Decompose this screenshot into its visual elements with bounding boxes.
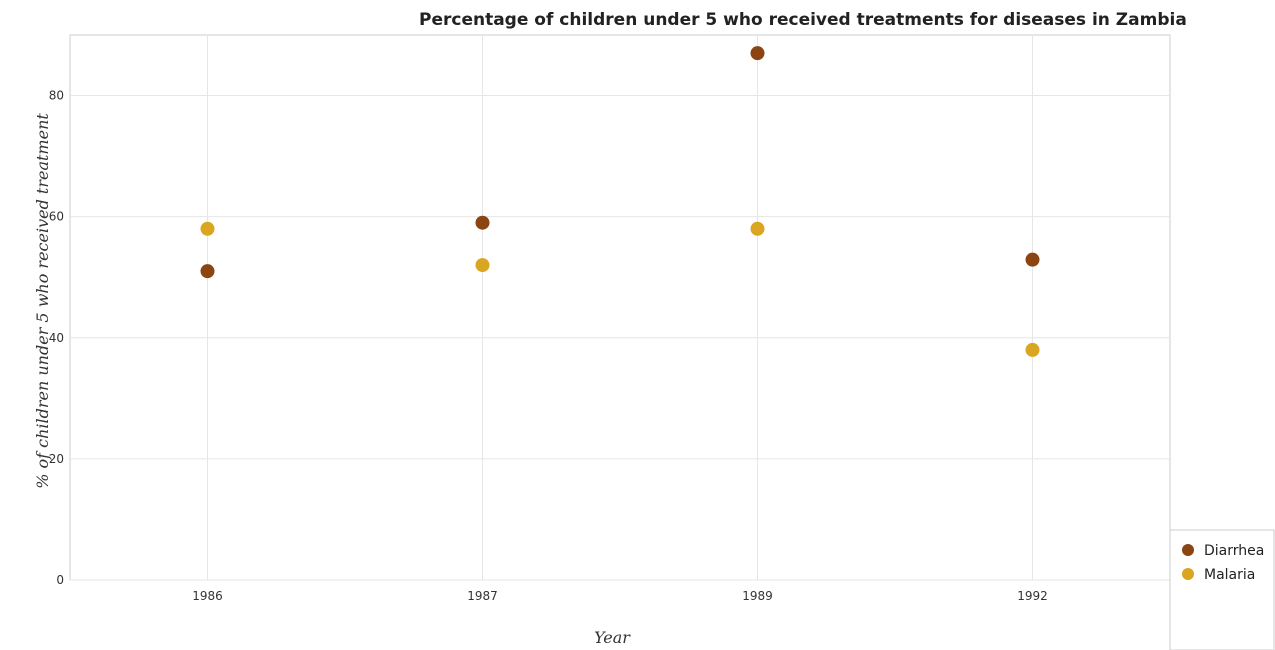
- data-point-malaria: [200, 221, 215, 236]
- y-tick-label: 80: [49, 89, 64, 103]
- plot-border: [69, 34, 1171, 581]
- legend-marker-malaria: [1182, 568, 1194, 580]
- y-tick-label: 0: [56, 573, 64, 587]
- chart-title: Percentage of children under 5 who recei…: [419, 10, 1187, 30]
- legend: Diarrhea Malaria: [1169, 529, 1275, 650]
- data-point-diarrhea: [750, 46, 765, 61]
- data-point-malaria: [475, 258, 490, 273]
- y-axis-label: % of children under 5 who received treat…: [33, 113, 52, 489]
- data-point-diarrhea: [200, 264, 215, 279]
- y-tick-label: 20: [49, 452, 64, 466]
- data-point-malaria: [1025, 342, 1040, 357]
- x-axis-label: Year: [594, 628, 631, 647]
- data-point-diarrhea: [475, 215, 490, 230]
- y-tick-label: 60: [49, 210, 64, 224]
- x-tick-label: 1986: [192, 589, 223, 603]
- legend-label-malaria: Malaria: [1204, 567, 1255, 583]
- plot-area: 0 20 40 60 80 1986 1987 1989 1992: [49, 34, 1171, 603]
- x-tick-label: 1992: [1017, 589, 1048, 603]
- data-point-malaria: [750, 221, 765, 236]
- legend-marker-diarrhea: [1182, 544, 1194, 556]
- y-tick-label: 40: [49, 331, 64, 345]
- data-point-diarrhea: [1025, 252, 1040, 267]
- x-tick-label: 1987: [467, 589, 498, 603]
- x-tick-label: 1989: [742, 589, 773, 603]
- legend-box: [1169, 529, 1275, 650]
- legend-label-diarrhea: Diarrhea: [1204, 543, 1264, 559]
